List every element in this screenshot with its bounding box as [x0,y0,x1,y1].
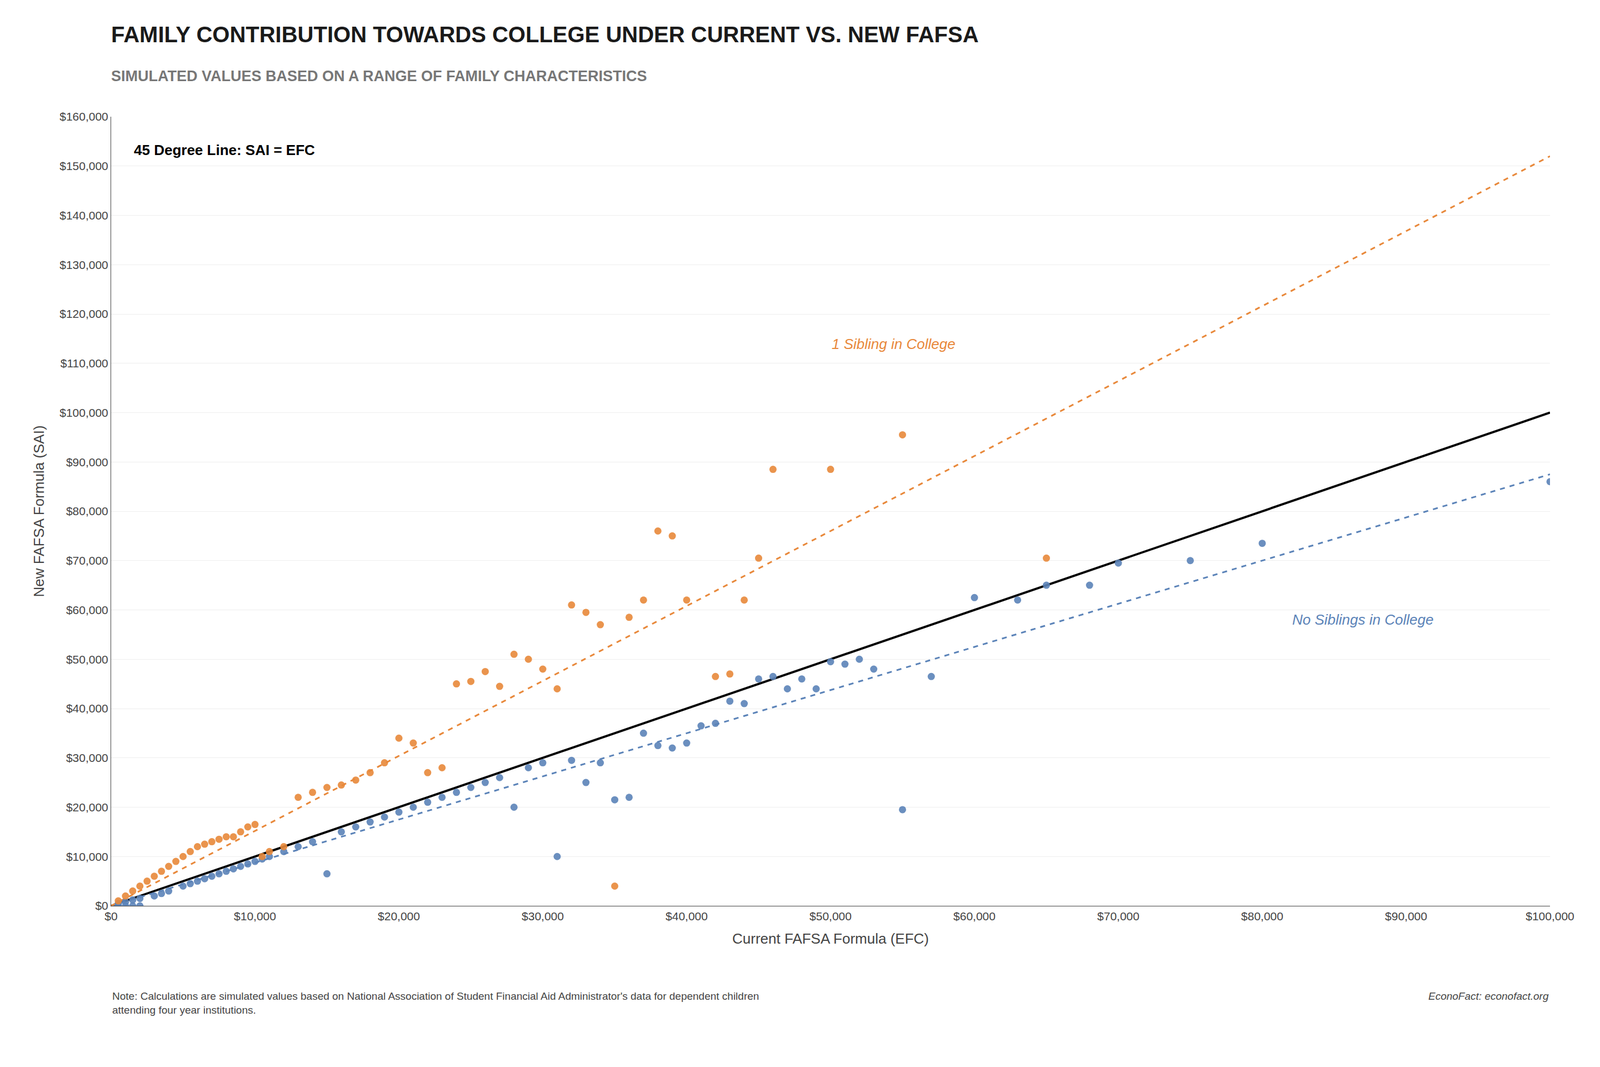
svg-text:$130,000: $130,000 [59,258,109,272]
svg-text:$80,000: $80,000 [1241,909,1284,923]
svg-text:Current FAFSA Formula (EFC): Current FAFSA Formula (EFC) [732,930,929,947]
svg-text:$60,000: $60,000 [66,603,109,617]
svg-text:45 Degree Line: SAI = EFC: 45 Degree Line: SAI = EFC [133,141,315,159]
svg-text:$50,000: $50,000 [809,909,852,923]
svg-text:EconoFact: econofact.org: EconoFact: econofact.org [1428,990,1549,1002]
svg-text:No Siblings in College: No Siblings in College [1292,611,1434,628]
svg-text:$30,000: $30,000 [521,909,564,923]
svg-text:$70,000: $70,000 [66,553,109,567]
svg-text:New FAFSA Formula (SAI): New FAFSA Formula (SAI) [30,425,48,597]
svg-text:$110,000: $110,000 [60,356,109,370]
svg-text:$50,000: $50,000 [66,652,109,666]
svg-text:SIMULATED VALUES BASED ON A RA: SIMULATED VALUES BASED ON A RANGE OF FAM… [111,67,648,85]
svg-text:$140,000: $140,000 [59,208,109,222]
svg-text:1 Sibling in College: 1 Sibling in College [831,335,956,353]
svg-text:$90,000: $90,000 [1385,909,1428,923]
svg-text:$30,000: $30,000 [66,751,109,764]
svg-text:$100,000: $100,000 [1525,909,1575,923]
svg-text:$80,000: $80,000 [66,504,109,518]
svg-text:$90,000: $90,000 [66,455,109,469]
svg-text:$0: $0 [95,898,108,912]
svg-text:$160,000: $160,000 [59,110,109,123]
svg-text:FAMILY CONTRIBUTION TOWARDS CO: FAMILY CONTRIBUTION TOWARDS COLLEGE UNDE… [111,22,979,47]
svg-text:Note: Calculations are simulat: Note: Calculations are simulated values … [112,990,759,1016]
svg-text:$10,000: $10,000 [66,850,109,863]
svg-text:$0: $0 [104,909,118,923]
svg-text:$40,000: $40,000 [665,909,708,923]
svg-text:$100,000: $100,000 [59,406,109,419]
svg-text:$60,000: $60,000 [953,909,996,923]
svg-text:$10,000: $10,000 [233,909,277,923]
svg-text:$70,000: $70,000 [1097,909,1140,923]
svg-text:$20,000: $20,000 [66,800,109,814]
svg-text:$20,000: $20,000 [377,909,420,923]
svg-text:$150,000: $150,000 [59,159,109,173]
svg-text:$40,000: $40,000 [66,701,109,715]
svg-text:$120,000: $120,000 [59,307,109,320]
